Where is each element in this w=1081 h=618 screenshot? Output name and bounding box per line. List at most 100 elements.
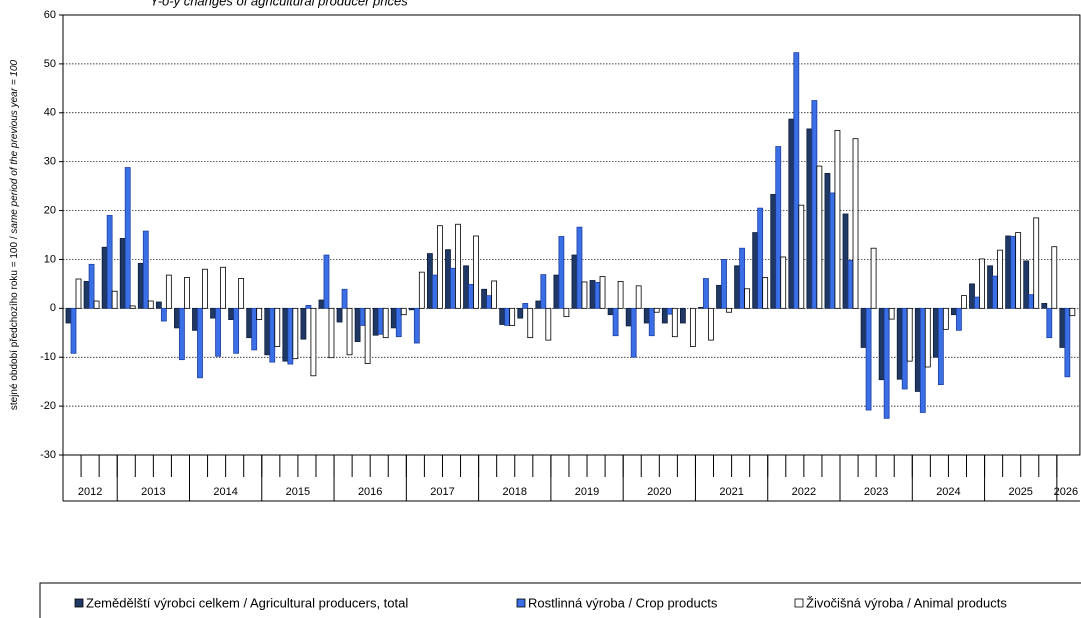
bar (129, 305, 136, 309)
y-tick-label: 60 (44, 9, 56, 21)
bar (246, 307, 253, 339)
bar (951, 307, 957, 316)
bar (269, 307, 276, 363)
bar (137, 262, 144, 309)
bar (734, 265, 740, 309)
bar (83, 281, 90, 309)
bar (1046, 307, 1053, 339)
bar (450, 267, 456, 309)
bar (992, 275, 998, 309)
bar (888, 307, 895, 320)
bar (739, 247, 745, 309)
x-tick-label: 2017 (430, 486, 454, 498)
bar (418, 271, 425, 309)
bar (481, 288, 488, 309)
bar (1005, 235, 1012, 309)
bar (648, 307, 655, 337)
bar (594, 282, 601, 309)
bar (698, 306, 704, 309)
bar (445, 249, 451, 309)
bar (147, 300, 154, 309)
bar (581, 281, 588, 309)
legend-label: Živočišná výroba / Animal products (806, 595, 1007, 610)
bar (463, 265, 469, 309)
bar (757, 207, 764, 309)
y-tick-label: -20 (40, 400, 56, 412)
bar (328, 307, 335, 359)
bar (202, 268, 208, 309)
bar (937, 307, 944, 386)
bar (576, 226, 583, 309)
bar (643, 307, 650, 324)
x-tick-label: 2013 (141, 486, 165, 498)
bar (932, 307, 939, 358)
bar (630, 307, 637, 358)
bar (625, 307, 632, 327)
bar (865, 307, 872, 411)
y-tick-label: 40 (44, 107, 56, 119)
bar (974, 296, 980, 309)
bar (1059, 307, 1066, 348)
bar (377, 307, 384, 335)
bar (310, 307, 317, 377)
bar (1010, 236, 1017, 309)
bar (545, 307, 552, 341)
bar (775, 146, 782, 309)
x-tick-label: 2020 (647, 486, 671, 498)
bar (870, 247, 877, 309)
bar (878, 307, 885, 381)
legend-swatch (74, 598, 84, 608)
y-tick-label: 10 (44, 253, 56, 265)
bar (305, 304, 312, 309)
bar (390, 307, 397, 329)
bar (806, 128, 813, 309)
bar (455, 223, 461, 309)
bar (689, 307, 696, 347)
bar (653, 307, 660, 313)
bar (336, 307, 343, 323)
bar (617, 281, 624, 309)
y-tick-label: 30 (44, 156, 56, 168)
x-tick-label: 2022 (792, 486, 816, 498)
bar (341, 288, 348, 309)
bar (987, 265, 993, 309)
bar (233, 307, 240, 354)
bar (829, 192, 836, 309)
y-axis-label-en: same period of the previous year = 100 (9, 59, 20, 233)
legend-label: Rostlinná výroba / Crop products (528, 595, 718, 610)
x-tick-label: 2021 (719, 486, 743, 498)
bar (834, 129, 841, 309)
bar (491, 280, 498, 309)
bar (901, 307, 908, 390)
bar (215, 307, 221, 357)
bar (535, 300, 542, 309)
bar (752, 232, 759, 309)
bar (111, 290, 118, 309)
bar (607, 307, 614, 316)
x-tick-label: 2019 (575, 486, 599, 498)
bar (540, 274, 547, 309)
bar (364, 307, 371, 364)
bar (1051, 246, 1058, 309)
y-axis-label-cz: stejné období předchozího roku = 100 / (9, 236, 20, 410)
bar (106, 215, 113, 309)
bar (504, 307, 511, 326)
legend-label: Zemědělští výrobci celkem / Agricultural… (86, 595, 408, 610)
bar (708, 307, 714, 341)
bar (553, 274, 560, 309)
bar (788, 118, 795, 309)
bar (300, 307, 307, 340)
legend-box (39, 582, 1081, 618)
bar (842, 213, 849, 309)
bar (726, 307, 732, 313)
bar (359, 307, 366, 326)
bar (1041, 303, 1048, 309)
bar (919, 307, 926, 413)
bar (860, 307, 867, 348)
bar (238, 278, 245, 309)
bar (408, 307, 415, 311)
bar (852, 138, 859, 309)
bar (400, 307, 407, 316)
bar (468, 283, 474, 309)
bar (228, 307, 235, 320)
